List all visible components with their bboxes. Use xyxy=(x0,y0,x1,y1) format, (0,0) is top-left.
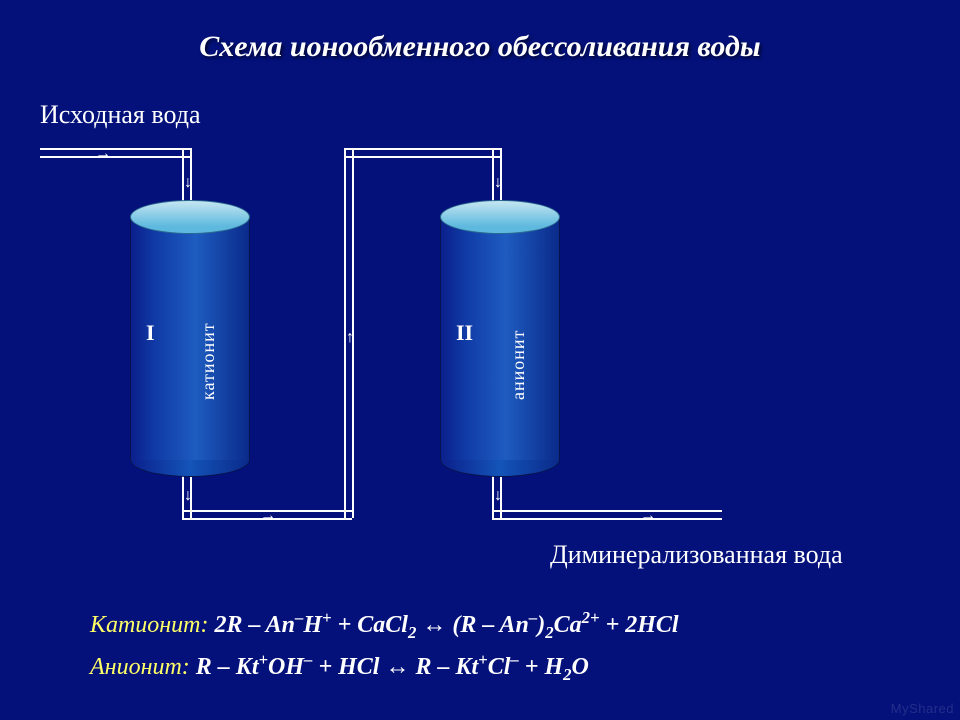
equation-cationite-body: 2R – An–H+ + CaCl2 ↔ (R – An–)2Ca2+ + 2H… xyxy=(215,612,679,638)
arrow-transfer-right: → xyxy=(260,508,276,524)
arrow-outlet-right: → xyxy=(640,508,656,524)
equation-cationite: Катионит: 2R – An–H+ + CaCl2 ↔ (R – An–)… xyxy=(90,605,679,647)
arrow-col1-out-down: ↓ xyxy=(184,488,192,504)
arrow-col2-out-down: ↓ xyxy=(494,488,502,504)
equations-block: Катионит: 2R – An–H+ + CaCl2 ↔ (R – An–)… xyxy=(90,605,679,688)
pipe-transfer-top xyxy=(344,148,500,158)
watermark: MyShared xyxy=(891,701,954,716)
column-label-cationite: катионит xyxy=(198,322,219,400)
column-anionite: II анионит xyxy=(440,200,560,460)
column-cationite: I катионит xyxy=(130,200,250,460)
page-title: Схема ионообменного обессоливания воды xyxy=(0,0,960,64)
equation-anionite-label: Анионит: xyxy=(90,654,190,680)
equation-anionite: Анионит: R – Kt+OH– + HCl ↔ R – Kt+Cl– +… xyxy=(90,647,679,689)
equation-anionite-body: R – Kt+OH– + HCl ↔ R – Kt+Cl– + H2O xyxy=(196,654,589,680)
equation-cationite-label: Катионит: xyxy=(90,612,209,638)
column-number-2: II xyxy=(456,320,473,346)
arrow-col2-in-down: ↓ xyxy=(494,175,502,191)
column-top-ellipse xyxy=(130,200,250,234)
pipe-inlet-horizontal xyxy=(40,148,190,158)
outlet-label: Диминерализованная вода xyxy=(550,540,843,570)
arrow-inlet-down: ↓ xyxy=(184,175,192,191)
arrow-transfer-up: ↑ xyxy=(346,330,354,346)
column-top-ellipse xyxy=(440,200,560,234)
column-number-1: I xyxy=(146,320,155,346)
inlet-label: Исходная вода xyxy=(40,100,201,130)
column-label-anionite: анионит xyxy=(508,330,529,400)
arrow-inlet-right: → xyxy=(95,146,111,162)
pipe-outlet-horizontal xyxy=(492,510,722,520)
